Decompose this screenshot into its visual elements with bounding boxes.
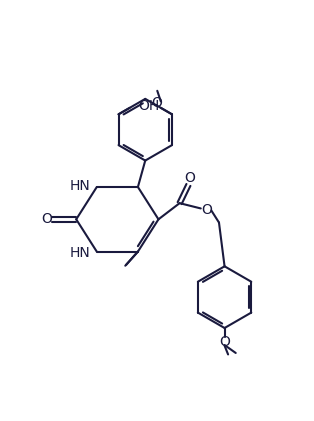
Text: HN: HN: [70, 179, 90, 192]
Text: O: O: [219, 335, 230, 349]
Text: HN: HN: [70, 246, 90, 260]
Text: O: O: [201, 203, 212, 217]
Text: OH: OH: [138, 99, 159, 113]
Text: O: O: [41, 212, 52, 226]
Text: O: O: [184, 171, 195, 186]
Text: O: O: [151, 96, 162, 110]
